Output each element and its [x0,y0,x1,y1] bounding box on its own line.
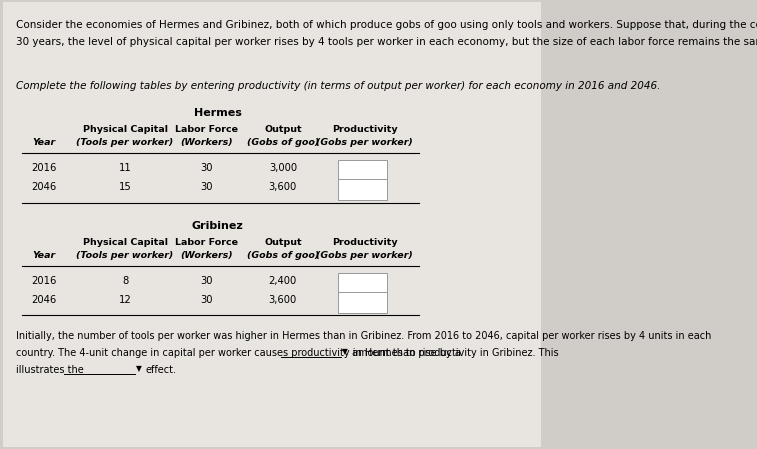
Text: Year: Year [32,251,55,260]
Text: 30: 30 [201,276,213,286]
Text: (Gobs per worker): (Gobs per worker) [316,138,413,147]
Text: Year: Year [32,138,55,147]
Text: Initially, the number of tools per worker was higher in Hermes than in Gribinez.: Initially, the number of tools per worke… [17,331,712,341]
Text: 30 years, the level of physical capital per worker rises by 4 tools per worker i: 30 years, the level of physical capital … [17,37,757,47]
Text: ▼: ▼ [136,364,142,373]
Text: 30: 30 [201,295,213,305]
Text: ▼: ▼ [341,347,347,356]
Text: effect.: effect. [146,365,177,374]
Text: 3,000: 3,000 [269,163,297,172]
Text: Labor Force: Labor Force [175,238,238,247]
FancyBboxPatch shape [338,273,388,294]
Text: 2016: 2016 [31,163,56,172]
Text: 2016: 2016 [31,276,56,286]
Text: Productivity: Productivity [332,238,397,247]
Text: Labor Force: Labor Force [175,125,238,134]
Text: 15: 15 [119,182,132,192]
Text: 2046: 2046 [31,295,56,305]
Text: Physical Capital: Physical Capital [83,238,167,247]
Text: (Workers): (Workers) [180,251,233,260]
Text: (Workers): (Workers) [180,138,233,147]
Text: (Gobs of goo): (Gobs of goo) [247,138,319,147]
Text: 30: 30 [201,182,213,192]
Text: Complete the following tables by entering productivity (in terms of output per w: Complete the following tables by enterin… [17,81,661,91]
Text: 30: 30 [201,163,213,172]
FancyBboxPatch shape [338,160,388,180]
FancyBboxPatch shape [338,292,388,313]
FancyBboxPatch shape [3,2,541,447]
Text: Hermes: Hermes [194,108,241,118]
Text: country. The 4-unit change in capital per worker causes productivity in Hermes t: country. The 4-unit change in capital pe… [17,348,461,358]
Text: 3,600: 3,600 [269,295,297,305]
Text: 12: 12 [119,295,132,305]
Text: (Gobs of goo): (Gobs of goo) [247,251,319,260]
Text: 2046: 2046 [31,182,56,192]
Text: 8: 8 [122,276,128,286]
Text: (Tools per worker): (Tools per worker) [76,138,174,147]
Text: 11: 11 [119,163,132,172]
Text: Physical Capital: Physical Capital [83,125,167,134]
Text: (Tools per worker): (Tools per worker) [76,251,174,260]
Text: Productivity: Productivity [332,125,397,134]
Text: Gribinez: Gribinez [192,221,244,231]
Text: 3,600: 3,600 [269,182,297,192]
Text: 2,400: 2,400 [269,276,297,286]
Text: Consider the economies of Hermes and Gribinez, both of which produce gobs of goo: Consider the economies of Hermes and Gri… [17,20,757,30]
Text: Output: Output [264,238,302,247]
Text: illustrates the: illustrates the [17,365,84,374]
Text: Output: Output [264,125,302,134]
FancyBboxPatch shape [338,179,388,200]
Text: amount than productivity in Gribinez. This: amount than productivity in Gribinez. Th… [353,348,559,358]
Text: (Gobs per worker): (Gobs per worker) [316,251,413,260]
